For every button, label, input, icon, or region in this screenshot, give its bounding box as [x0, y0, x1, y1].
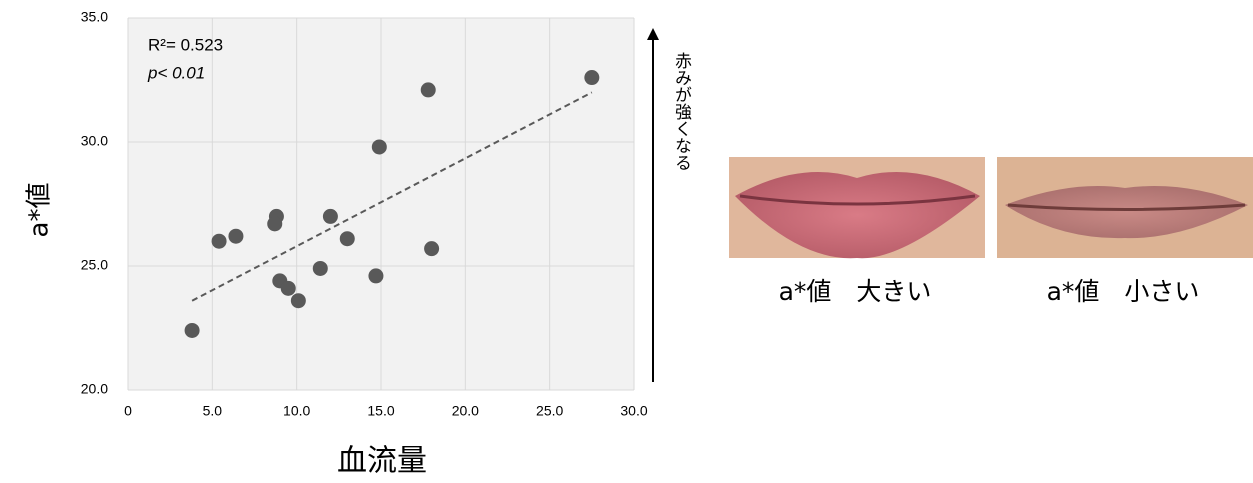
- x-tick-label: 0: [124, 403, 132, 419]
- y-axis-label: a*値: [25, 183, 55, 238]
- x-tick-label: 5.0: [203, 403, 223, 419]
- x-tick-label: 20.0: [452, 403, 479, 419]
- point: [368, 268, 384, 284]
- side-label: 赤みが強くなる: [671, 52, 692, 171]
- point: [420, 82, 436, 98]
- arrow-head: [647, 28, 659, 40]
- point: [312, 260, 328, 276]
- lip-image: [729, 157, 985, 259]
- point: [184, 322, 200, 338]
- y-tick-label: 25.0: [81, 257, 108, 273]
- image-caption: a*値 大きい: [779, 277, 932, 306]
- point: [280, 280, 296, 296]
- trendline: [191, 91, 593, 302]
- y-tick-label: 35.0: [81, 9, 108, 25]
- point: [424, 241, 440, 257]
- point: [267, 216, 283, 232]
- y-tick-label: 30.0: [81, 133, 108, 149]
- point: [228, 228, 244, 244]
- image-caption: a*値 小さい: [1047, 277, 1200, 306]
- point: [371, 139, 387, 155]
- x-axis-label: 血流量: [337, 444, 427, 479]
- y-tick-label: 20.0: [81, 381, 108, 397]
- x-tick-label: 25.0: [536, 403, 563, 419]
- point: [339, 231, 355, 247]
- annotation: p< 0.01: [147, 63, 205, 82]
- x-tick-label: 30.0: [620, 403, 647, 419]
- lip-image: [997, 157, 1253, 258]
- point: [322, 208, 338, 224]
- point: [211, 233, 227, 249]
- x-tick-label: 15.0: [367, 403, 394, 419]
- point: [584, 70, 600, 86]
- annotation: R²= 0.523: [148, 35, 223, 54]
- x-tick-label: 10.0: [283, 403, 310, 419]
- point: [290, 293, 306, 309]
